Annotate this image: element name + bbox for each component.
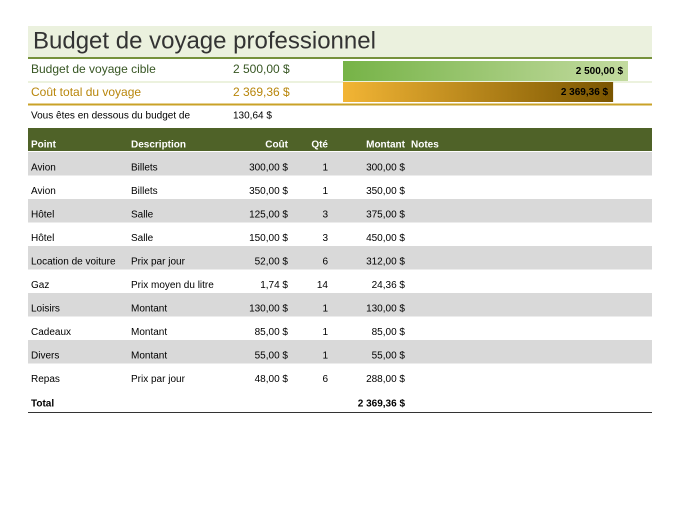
total-amount: 2 369,36 $ [233, 85, 290, 99]
cell: 130,00 $ [366, 304, 405, 315]
cell: 450,00 $ [366, 233, 405, 244]
cell: Billets [131, 186, 158, 197]
cell: Salle [131, 233, 154, 244]
cell: Billets [131, 163, 158, 174]
data-bar [343, 82, 614, 102]
cell: Prix moyen du litre [131, 280, 214, 291]
header-band [28, 128, 652, 151]
target-label: Budget de voyage cible [31, 62, 156, 76]
total-amount: 2 369,36 $ [358, 399, 406, 410]
title-band [28, 26, 652, 58]
cell: 312,00 $ [366, 257, 405, 268]
difference-amount: 130,64 $ [233, 111, 272, 122]
column-header: Description [131, 140, 186, 151]
cell: Loisirs [31, 304, 60, 315]
total-label: Total [31, 399, 54, 410]
cell: 288,00 $ [366, 374, 405, 385]
column-header: Montant [366, 140, 406, 151]
cell: 150,00 $ [249, 233, 288, 244]
cell: 3 [322, 210, 328, 221]
row-band [28, 152, 652, 176]
cell: 1 [322, 351, 328, 362]
target-amount: 2 500,00 $ [233, 62, 290, 76]
cell: Avion [31, 186, 56, 197]
table: Point Description Coût Qté Montant Notes Avion… [28, 140, 652, 413]
cell: 85,00 $ [372, 327, 406, 338]
row-band [28, 340, 652, 364]
cell: Repas [31, 374, 60, 385]
cell: Montant [131, 351, 167, 362]
cell: 1 [322, 163, 328, 174]
cell: 350,00 $ [366, 186, 405, 197]
bar-label: 2 500,00 $ [576, 66, 624, 77]
cell: Location de voiture [31, 257, 116, 268]
cell: 52,00 $ [255, 257, 289, 268]
cell: 6 [322, 374, 328, 385]
cell: Montant [131, 327, 167, 338]
column-header: Qté [311, 140, 328, 151]
cell: Gaz [31, 280, 49, 291]
cell: 55,00 $ [255, 351, 289, 362]
cell: Hôtel [31, 233, 54, 244]
cell: 48,00 $ [255, 374, 289, 385]
column-header: Point [31, 140, 57, 151]
cell: 1,74 $ [260, 280, 288, 291]
bar-label: 2 369,36 $ [561, 87, 609, 98]
cell: 14 [317, 280, 329, 291]
cell: 3 [322, 233, 328, 244]
cell: 24,36 $ [372, 280, 406, 291]
cell: Prix par jour [131, 257, 186, 268]
difference-label: Vous êtes en dessous du budget de [31, 111, 190, 122]
column-header: Notes [411, 140, 439, 151]
cell: 300,00 $ [249, 163, 288, 174]
cell: 300,00 $ [366, 163, 405, 174]
cell: 1 [322, 327, 328, 338]
row-band [28, 293, 652, 317]
total-label: Coût total du voyage [31, 85, 141, 99]
cell: 130,00 $ [249, 304, 288, 315]
cell: Cadeaux [31, 327, 71, 338]
cell: 85,00 $ [255, 327, 289, 338]
row-band [28, 199, 652, 223]
column-header: Coût [265, 140, 288, 151]
cell: Montant [131, 304, 167, 315]
cell: Avion [31, 163, 56, 174]
title: Budget de voyage professionnel [33, 27, 376, 54]
row-band [28, 246, 652, 270]
data-bar [343, 61, 628, 81]
cell: 1 [322, 304, 328, 315]
cell: Salle [131, 210, 154, 221]
cell: 350,00 $ [249, 186, 288, 197]
cell: 55,00 $ [372, 351, 406, 362]
cell: 1 [322, 186, 328, 197]
cell: 125,00 $ [249, 210, 288, 221]
cell: 375,00 $ [366, 210, 405, 221]
cell: 6 [322, 257, 328, 268]
cell: Divers [31, 351, 59, 362]
cell: Prix par jour [131, 374, 186, 385]
cell: Hôtel [31, 210, 54, 221]
